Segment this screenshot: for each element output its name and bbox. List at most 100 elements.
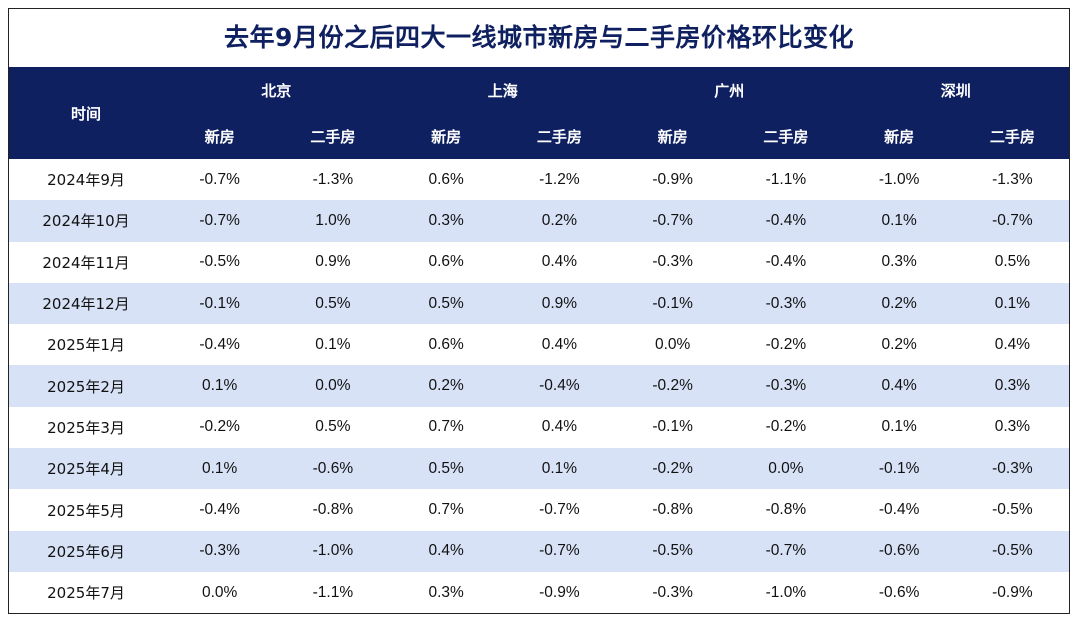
value-cell: 0.4% [842,365,956,407]
value-cell: -0.6% [878,583,920,601]
value-cell: 0.3% [881,253,917,271]
table-row: 2024年10月 -0.7% 1.0% 0.3% 0.2% -0.7% -0.4% 0.1% -… [9,200,1069,242]
value-cell: -0.8% [765,501,807,519]
value-cell: -0.2% [765,418,807,436]
value-cell: 0.0% [729,448,843,490]
value-cell: 0.7% [428,501,464,519]
table-row: 2024年12月 -0.1% 0.5% 0.5% 0.9% -0.1% -0.3% 0.2% 0… [9,282,1069,325]
city-header: 上海 [389,67,616,113]
value-cell: 0.2% [842,282,956,325]
value-cell: 0.0% [654,335,691,353]
value-cell: 0.0% [201,583,238,601]
sub-header: 新房 [616,113,730,159]
value-cell: 0.4% [389,530,503,572]
value-cell: -0.4% [878,501,920,519]
table-row: 2025年1月 -0.4% 0.1% 0.6% 0.4% 0.0% -0.2% 0.2% 0.4… [9,324,1069,365]
table-row: 2025年6月 -0.3% -1.0% 0.4% -0.7% -0.5% -0.7% -0.6… [9,530,1069,572]
value-cell: -0.5% [992,501,1033,519]
sub-header: 二手房 [502,113,616,159]
value-cell: -0.7% [729,530,843,572]
row-time-cell: 2025年5月 [47,501,125,520]
value-cell: 0.3% [428,583,464,601]
value-cell: -0.8% [652,501,693,519]
value-cell: -1.1% [765,170,807,188]
value-cell: 0.6% [428,335,464,353]
value-cell: -0.1% [616,282,730,325]
value-cell: -0.8% [312,501,354,519]
value-cell: -0.7% [163,200,277,242]
value-cell: 0.5% [994,253,1031,271]
value-cell: -1.3% [312,170,354,188]
table-header: 时间 北京 上海 广州 深圳 新房 二手房 新房 二手房 新房 二手房 新房 二… [9,67,1069,159]
table-body: 2024年9月 -0.7% -1.3% 0.6% -1.2% -0.9% -1.1% -1.0… [9,159,1069,613]
value-cell: -0.3% [652,583,693,601]
value-cell: -0.1% [652,418,693,436]
value-cell: -1.3% [992,170,1033,188]
value-cell: -0.2% [765,335,807,353]
row-time-cell: 2024年9月 [47,171,125,190]
table-row: 2025年2月 0.1% 0.0% 0.2% -0.4% -0.2% -0.3% 0.4% 0.… [9,365,1069,407]
value-cell: 0.1% [502,448,616,490]
table-row: 2025年4月 0.1% -0.6% 0.5% 0.1% -0.2% 0.0% -0.1% -0… [9,448,1069,490]
row-time-cell: 2025年1月 [47,336,125,355]
value-cell: 0.6% [428,170,464,188]
value-cell: -0.3% [729,282,843,325]
row-time-cell: 2024年11月 [42,253,130,272]
value-cell: -1.0% [878,170,920,188]
value-cell: 0.5% [389,448,503,490]
row-time-cell: 2025年2月 [9,365,163,407]
value-cell: 0.3% [994,418,1031,436]
value-cell: 0.1% [955,282,1069,325]
time-header: 时间 [9,67,163,159]
value-cell: -0.1% [163,282,277,325]
value-cell: 0.9% [315,253,351,271]
value-cell: -0.6% [842,530,956,572]
value-cell: 1.0% [276,200,390,242]
value-cell: -1.1% [312,583,354,601]
value-cell: -0.9% [539,583,580,601]
sub-header: 二手房 [955,113,1069,159]
table-row: 2025年7月 0.0% -1.1% 0.3% -0.9% -0.3% -1.0% -0.6%… [9,572,1069,613]
value-cell: 0.2% [389,365,503,407]
table-row: 2024年11月 -0.5% 0.9% 0.6% 0.4% -0.3% -0.4% 0.3% 0… [9,242,1069,283]
table-row: 2024年9月 -0.7% -1.3% 0.6% -1.2% -0.9% -1.1% -1.0… [9,159,1069,200]
value-cell: -0.5% [955,530,1069,572]
value-cell: -0.5% [616,530,730,572]
value-cell: 0.0% [276,365,390,407]
value-cell: -0.7% [616,200,730,242]
value-cell: 0.2% [881,335,917,353]
value-cell: -0.2% [616,365,730,407]
value-cell: -0.7% [502,530,616,572]
value-cell: 0.4% [994,335,1031,353]
table-frame: 去年9月份之后四大一线城市新房与二手房价格环比变化 时间 北京 上海 广州 深圳… [8,8,1070,614]
value-cell: 0.3% [955,365,1069,407]
value-cell: -0.3% [652,253,693,271]
value-cell: 0.5% [276,282,390,325]
value-cell: -0.3% [163,530,277,572]
value-cell: -0.6% [276,448,390,490]
value-cell: 0.3% [389,200,503,242]
value-cell: -0.4% [729,200,843,242]
value-cell: 0.4% [541,253,578,271]
sub-header: 新房 [163,113,277,159]
value-cell: -1.0% [765,583,807,601]
value-cell: -0.4% [765,253,807,271]
value-cell: -0.5% [199,253,240,271]
row-time-cell: 2024年12月 [9,282,163,325]
value-cell: -0.7% [199,170,240,188]
value-cell: 0.5% [389,282,503,325]
row-time-cell: 2025年7月 [47,584,125,603]
value-cell: 0.1% [163,448,277,490]
table-row: 2025年5月 -0.4% -0.8% 0.7% -0.7% -0.8% -0.8% -0.4… [9,489,1069,530]
value-cell: -0.1% [842,448,956,490]
sub-header: 新房 [842,113,956,159]
value-cell: -0.4% [199,335,240,353]
value-cell: 0.1% [842,200,956,242]
value-cell: 0.7% [428,418,464,436]
value-cell: 0.1% [881,418,917,436]
value-cell: 0.1% [163,365,277,407]
sub-header: 新房 [389,113,503,159]
value-cell: -0.7% [539,501,580,519]
city-header: 深圳 [842,67,1069,113]
value-cell: 0.4% [541,418,578,436]
